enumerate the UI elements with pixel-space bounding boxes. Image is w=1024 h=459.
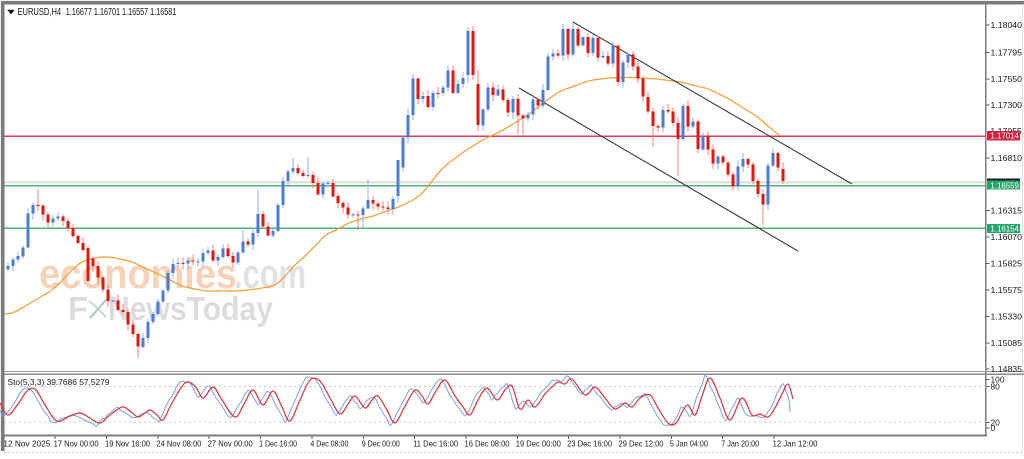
svg-text:4 Dec 08:00: 4 Dec 08:00 xyxy=(310,439,348,449)
svg-text:11 Dec 16:00: 11 Dec 16:00 xyxy=(413,439,458,449)
svg-text:1.16154: 1.16154 xyxy=(990,224,1019,234)
svg-text:27 Nov 00:00: 27 Nov 00:00 xyxy=(208,439,253,449)
svg-text:20: 20 xyxy=(991,417,1001,427)
svg-text:7 Jan 20:00: 7 Jan 20:00 xyxy=(721,439,759,449)
svg-text:19 Dec 00:00: 19 Dec 00:00 xyxy=(516,439,561,449)
svg-text:1.16677 1.16701 1.16557 1.1658: 1.16677 1.16701 1.16557 1.16581 xyxy=(66,7,177,18)
svg-text:5 Jan 04:00: 5 Jan 04:00 xyxy=(670,439,708,449)
svg-text:0: 0 xyxy=(991,423,996,433)
svg-text:1.16559: 1.16559 xyxy=(990,180,1019,190)
svg-text:29 Dec 12:00: 29 Dec 12:00 xyxy=(619,439,664,449)
svg-text:1.15825: 1.15825 xyxy=(991,258,1023,268)
svg-text:F: F xyxy=(68,290,88,327)
svg-text:1.15085: 1.15085 xyxy=(991,338,1023,348)
svg-text:23 Dec 16:00: 23 Dec 16:00 xyxy=(567,439,612,449)
svg-text:EURUSD,H4: EURUSD,H4 xyxy=(18,7,62,18)
svg-text:1.16810: 1.16810 xyxy=(991,153,1023,163)
svg-text:1.18040: 1.18040 xyxy=(991,20,1023,30)
svg-text:Sto(5,3,3) 39.7686 57.5279: Sto(5,3,3) 39.7686 57.5279 xyxy=(8,377,110,387)
svg-text:1.15330: 1.15330 xyxy=(991,311,1023,321)
svg-text:9 Dec 00:00: 9 Dec 00:00 xyxy=(362,439,400,449)
svg-text:1.16315: 1.16315 xyxy=(991,205,1023,215)
svg-text:16 Dec 08:00: 16 Dec 08:00 xyxy=(465,439,510,449)
svg-text:1 Dec 16:00: 1 Dec 16:00 xyxy=(259,439,297,449)
svg-text:19 Nov 16:00: 19 Nov 16:00 xyxy=(105,439,150,449)
svg-text:12 Jan 12:00: 12 Jan 12:00 xyxy=(773,439,818,449)
svg-text:1.14835: 1.14835 xyxy=(991,364,1023,374)
svg-text:100: 100 xyxy=(991,374,1005,384)
svg-text:80: 80 xyxy=(991,382,1001,392)
svg-text:NewsToday: NewsToday xyxy=(108,290,274,327)
svg-text:1.17550: 1.17550 xyxy=(991,74,1023,84)
svg-text:24 Nov 08:00: 24 Nov 08:00 xyxy=(156,439,201,449)
svg-text:1.17795: 1.17795 xyxy=(991,47,1023,57)
svg-text:1.17014: 1.17014 xyxy=(990,131,1019,141)
svg-text:1.16070: 1.16070 xyxy=(991,232,1023,242)
svg-text:1.15575: 1.15575 xyxy=(991,285,1023,295)
svg-text:.com: .com xyxy=(234,250,306,297)
svg-text:1.17300: 1.17300 xyxy=(991,100,1023,110)
svg-text:12 Nov 2025: 12 Nov 2025 xyxy=(3,439,50,449)
svg-text:17 Nov 00:00: 17 Nov 00:00 xyxy=(54,439,99,449)
